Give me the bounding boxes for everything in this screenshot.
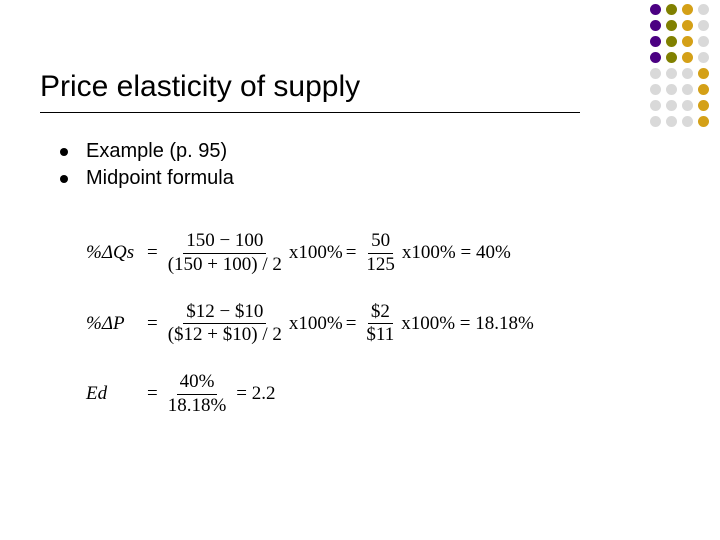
fraction: $12 − $10 ($12 + $10) / 2 [165, 301, 285, 348]
deco-dot [666, 100, 677, 111]
deco-dot [682, 20, 693, 31]
deco-dot [650, 20, 661, 31]
bullet-item: Example (p. 95) [60, 140, 620, 163]
deco-dot [650, 84, 661, 95]
denominator: $11 [363, 324, 397, 347]
denominator: (150 + 100) / 2 [165, 254, 285, 277]
fraction: 150 − 100 (150 + 100) / 2 [165, 230, 285, 277]
deco-dot [698, 4, 709, 15]
deco-dot [666, 36, 677, 47]
deco-dot [682, 84, 693, 95]
bullet-item: Midpoint formula [60, 167, 620, 190]
deco-dot [698, 52, 709, 63]
numerator: 150 − 100 [183, 230, 266, 254]
denominator: ($12 + $10) / 2 [165, 324, 285, 347]
slide-body: Example (p. 95) Midpoint formula %ΔQs = … [60, 140, 620, 442]
numerator: $12 − $10 [183, 301, 266, 325]
eq-tail: x100% = 40% [402, 242, 511, 264]
equals-sign: = [346, 313, 357, 335]
deco-dot [698, 36, 709, 47]
equals-sign: = [147, 313, 158, 335]
bullet-text: Midpoint formula [86, 167, 234, 190]
fraction: $2 $11 [363, 301, 397, 348]
numerator: 40% [177, 371, 218, 395]
deco-dot [666, 84, 677, 95]
bullet-icon [60, 175, 68, 183]
deco-dot [682, 36, 693, 47]
deco-dot [650, 68, 661, 79]
times-100: x100% [289, 313, 343, 335]
deco-dot [666, 116, 677, 127]
equals-sign: = [147, 383, 158, 405]
denominator: 125 [363, 254, 398, 277]
fraction: 40% 18.18% [165, 371, 230, 418]
deco-dot [650, 116, 661, 127]
deco-dot [698, 116, 709, 127]
title-block: Price elasticity of supply [40, 70, 580, 113]
numerator: $2 [368, 301, 393, 325]
deco-dot [650, 36, 661, 47]
equals-sign: = [147, 242, 158, 264]
deco-dot [682, 100, 693, 111]
deco-dot [698, 20, 709, 31]
deco-dot [650, 4, 661, 15]
deco-dot [698, 100, 709, 111]
deco-dot [666, 52, 677, 63]
deco-dot [666, 20, 677, 31]
eq-tail: = 2.2 [236, 383, 275, 405]
numerator: 50 [368, 230, 393, 254]
equals-sign: = [346, 242, 357, 264]
bullet-icon [60, 148, 68, 156]
equation-p: %ΔP = $12 − $10 ($12 + $10) / 2 x100% = … [86, 301, 620, 348]
deco-dot [666, 68, 677, 79]
deco-dot [698, 84, 709, 95]
deco-dot [682, 68, 693, 79]
deco-dot [650, 52, 661, 63]
fraction: 50 125 [363, 230, 398, 277]
deco-dot [682, 116, 693, 127]
deco-dot [682, 4, 693, 15]
deco-dot [666, 4, 677, 15]
equation-ed: Ed = 40% 18.18% = 2.2 [86, 371, 620, 418]
corner-dot-decoration [650, 4, 712, 130]
eq-lhs: %ΔP [86, 313, 144, 335]
deco-dot [682, 52, 693, 63]
bullet-text: Example (p. 95) [86, 140, 227, 163]
equation-qs: %ΔQs = 150 − 100 (150 + 100) / 2 x100% =… [86, 230, 620, 277]
eq-lhs: %ΔQs [86, 242, 144, 264]
deco-dot [650, 100, 661, 111]
denominator: 18.18% [165, 395, 230, 418]
times-100: x100% [289, 242, 343, 264]
eq-tail: x100% = 18.18% [401, 313, 534, 335]
formula-block: %ΔQs = 150 − 100 (150 + 100) / 2 x100% =… [86, 230, 620, 418]
deco-dot [698, 68, 709, 79]
eq-lhs: Ed [86, 383, 144, 405]
slide-title: Price elasticity of supply [40, 70, 580, 104]
